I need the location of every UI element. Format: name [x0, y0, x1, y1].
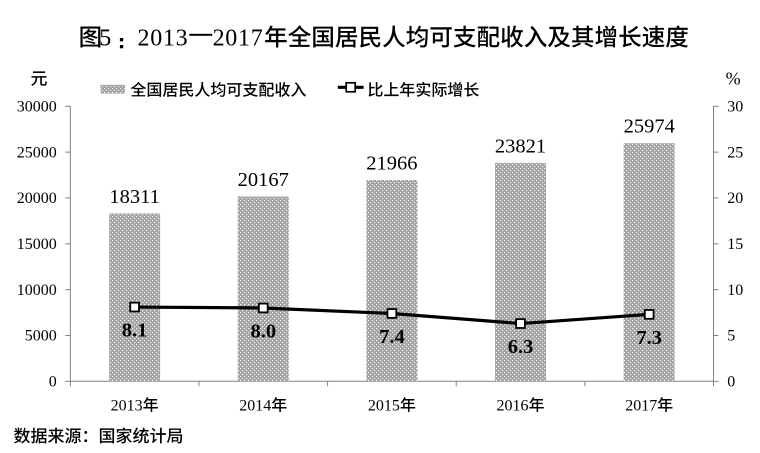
svg-text:10: 10: [727, 282, 743, 299]
svg-text:2017: 2017: [213, 26, 264, 52]
svg-text:7.3: 7.3: [636, 327, 662, 349]
svg-text:5: 5: [99, 26, 111, 52]
svg-text:2016: 2016: [497, 398, 529, 415]
svg-text:10000: 10000: [17, 282, 57, 299]
svg-text:30000: 30000: [17, 99, 57, 116]
svg-text:20000: 20000: [17, 190, 57, 207]
svg-text:18311: 18311: [109, 186, 160, 208]
svg-text:0: 0: [49, 374, 57, 391]
svg-text:21966: 21966: [366, 152, 417, 174]
svg-text:15000: 15000: [17, 236, 57, 253]
svg-text:30: 30: [727, 99, 743, 116]
svg-text:0: 0: [727, 374, 735, 391]
svg-text:7.4: 7.4: [379, 326, 405, 348]
svg-text:2013: 2013: [138, 26, 189, 52]
svg-text:8.1: 8.1: [122, 320, 148, 342]
svg-text:5: 5: [727, 328, 735, 345]
svg-text:20167: 20167: [238, 169, 289, 191]
svg-text:8.0: 8.0: [250, 321, 276, 343]
svg-text:25: 25: [727, 144, 743, 161]
svg-text:%: %: [726, 69, 741, 89]
svg-text:2014: 2014: [239, 398, 271, 415]
svg-text:6.3: 6.3: [508, 336, 534, 358]
svg-text:5000: 5000: [25, 328, 57, 345]
svg-text:2013: 2013: [111, 398, 143, 415]
svg-text:15: 15: [727, 236, 743, 253]
svg-text:23821: 23821: [495, 135, 546, 157]
svg-text:2015: 2015: [368, 398, 400, 415]
svg-text:25000: 25000: [17, 144, 57, 161]
svg-text:20: 20: [727, 190, 743, 207]
svg-text:2017: 2017: [625, 398, 657, 415]
svg-text:25974: 25974: [624, 116, 675, 138]
